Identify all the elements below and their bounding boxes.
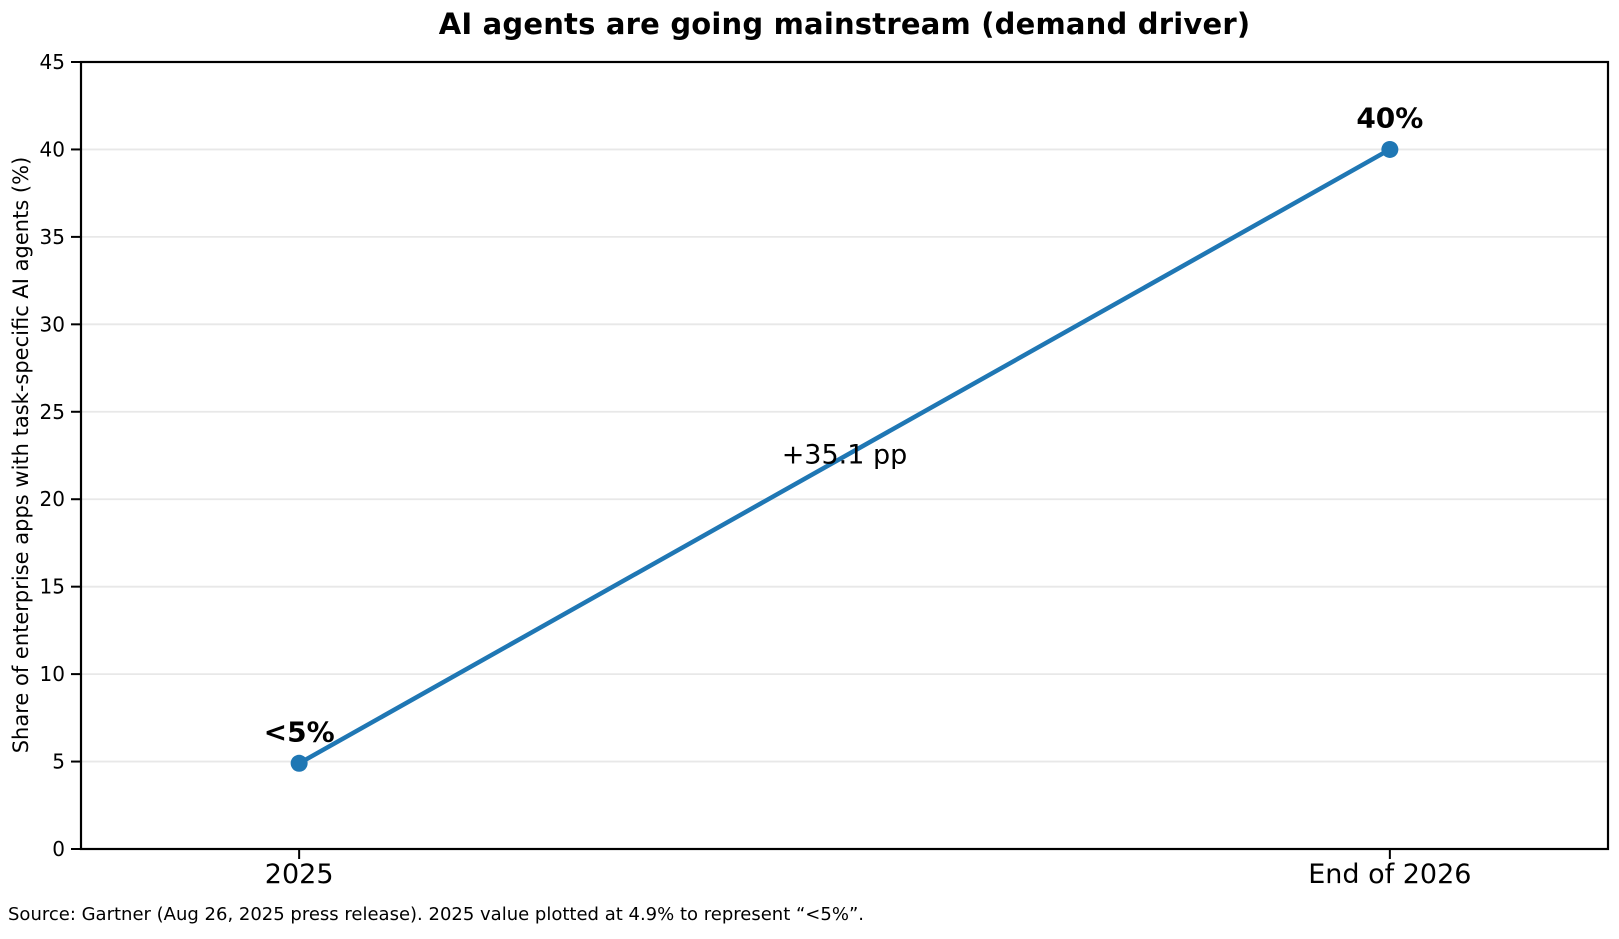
y-tick-label: 35 xyxy=(40,225,65,249)
chart-title: AI agents are going mainstream (demand d… xyxy=(438,7,1251,41)
y-tick-label: 20 xyxy=(40,487,65,511)
plot-frame xyxy=(79,60,1610,851)
data-point-marker xyxy=(1381,140,1399,158)
delta-annotation: +35.1 pp xyxy=(782,439,908,470)
y-tick-label: 40 xyxy=(40,137,65,161)
data-point-label: 40% xyxy=(1356,101,1423,134)
y-tick-label: 10 xyxy=(40,662,65,686)
source-note: Source: Gartner (Aug 26, 2025 press rele… xyxy=(8,904,864,925)
data-point-label: <5% xyxy=(264,715,335,748)
x-tick-label: 2025 xyxy=(265,859,334,890)
x-tick-label: End of 2026 xyxy=(1308,859,1471,890)
y-tick-label: 5 xyxy=(52,750,65,774)
y-tick-label: 0 xyxy=(52,837,65,861)
data-point-marker xyxy=(290,754,308,772)
y-tick-label: 30 xyxy=(40,312,65,336)
y-tick-label: 45 xyxy=(40,50,65,74)
y-tick-label: 15 xyxy=(40,575,65,599)
y-tick-label: 25 xyxy=(40,400,65,424)
data-line xyxy=(296,147,1393,766)
